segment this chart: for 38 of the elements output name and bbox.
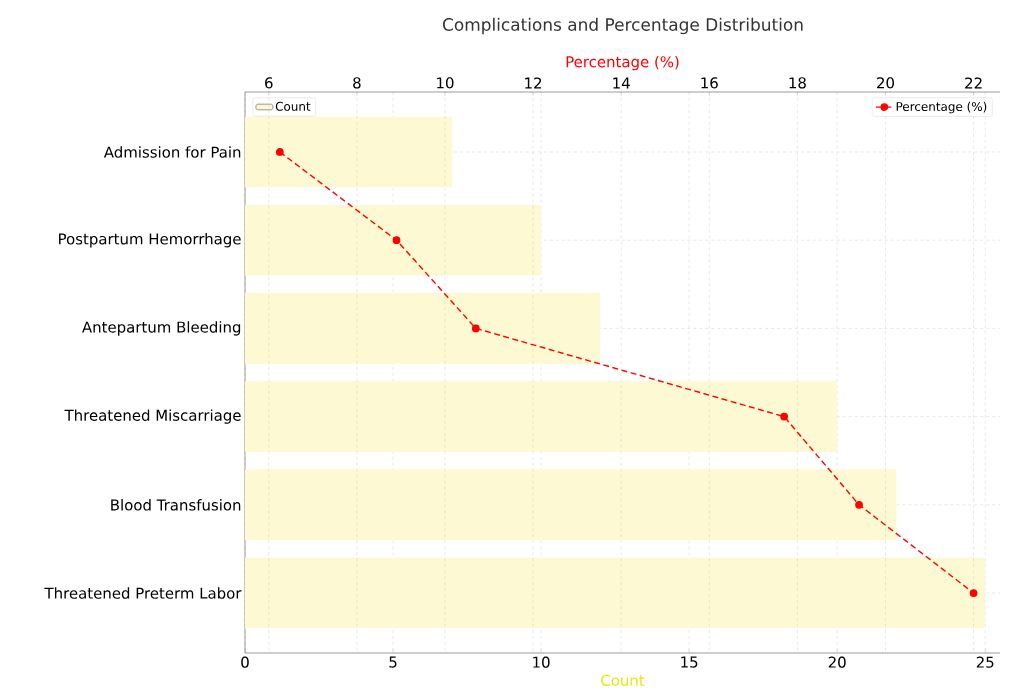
y-tick-label: Admission for Pain [103,146,241,158]
x2-tick-label: 14 [613,77,630,89]
bar [245,381,838,452]
x2-tick-label: 18 [789,77,806,89]
point [855,500,863,509]
x2-tick-label: 10 [437,77,454,89]
x-tick-label: 0 [241,656,249,668]
x2-axis-title: Percentage (%) [566,55,679,71]
x2-tick-label: 16 [701,77,718,89]
chart-title: Complications and Percentage Distribution [443,17,803,35]
x2-tick-label: 6 [265,77,273,89]
x2-tick-label: 12 [525,77,542,89]
bar [245,469,897,541]
point [969,589,978,597]
bar [245,557,986,629]
y-tick-label: Threatened Miscarriage [64,409,241,424]
point [471,324,480,333]
bar [245,116,453,188]
legend-label: Count [275,101,311,111]
y-tick-label: Blood Transfusion [111,499,241,511]
point [275,148,284,156]
y-tick-label: Threatened Preterm Labor [44,587,242,599]
bar [245,204,542,276]
x-tick-label: 25 [976,656,994,668]
x-tick-label: 15 [681,656,698,668]
x2-tick-label: 8 [353,77,361,89]
x-tick-label: 5 [389,656,397,668]
x2-tick-label: 20 [877,77,894,89]
x-axis-title: Count [601,674,645,686]
point [392,236,401,245]
y-tick-label: Postpartum Hemorrhage [59,232,241,248]
x-tick-label: 20 [828,656,846,668]
point [780,412,789,421]
bar [245,293,601,364]
x2-tick-label: 22 [965,77,982,89]
y-tick-label: Antepartum Bleeding [82,321,241,336]
legend-label: Percentage (%) [896,101,987,114]
x-tick-label: 10 [533,656,550,668]
